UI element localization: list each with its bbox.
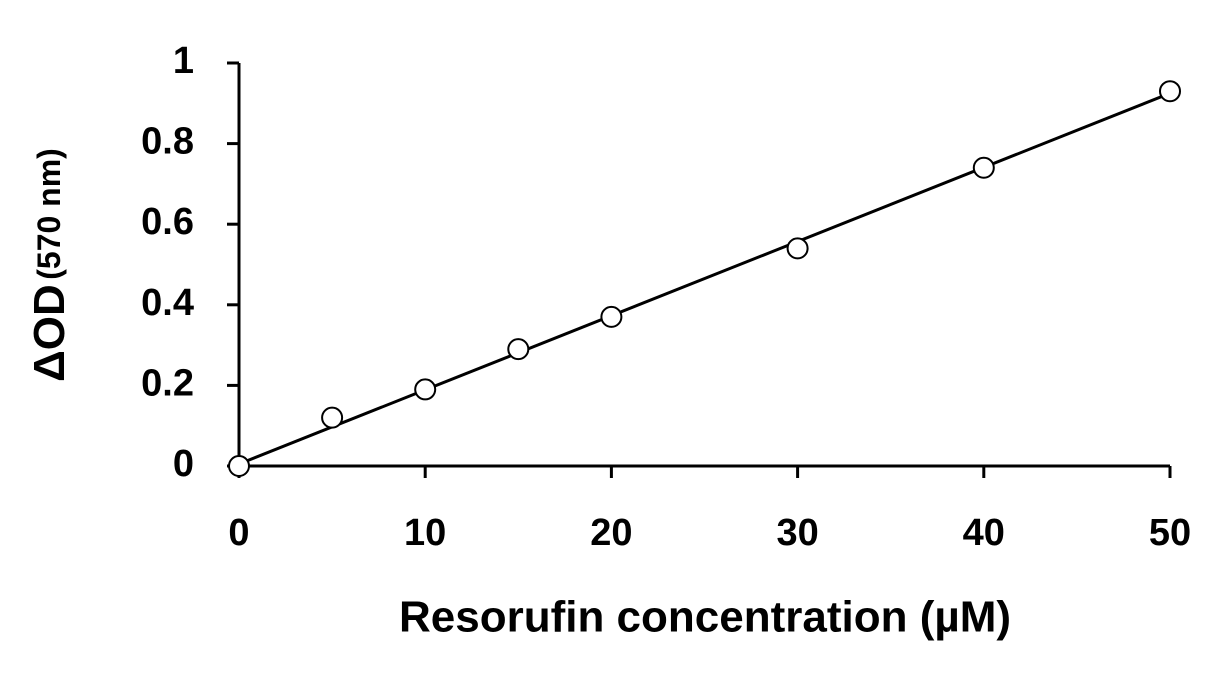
y-axis-title-unit: (570 nm)	[31, 148, 67, 280]
x-tick-label: 40	[963, 512, 1005, 554]
x-tick-label: 10	[404, 512, 446, 554]
y-axis-title: ΔOD (570 nm)	[25, 148, 74, 382]
y-axis-title-main: ΔOD	[25, 284, 74, 382]
x-tick-label: 50	[1149, 512, 1191, 554]
y-tick-label: 0.4	[141, 282, 194, 324]
data-point	[1159, 80, 1181, 103]
data-point	[600, 305, 623, 328]
x-tick-label: 30	[776, 512, 818, 554]
x-tick-label: 0	[228, 512, 249, 554]
trendline	[238, 91, 1171, 466]
data-point	[786, 237, 809, 260]
data-point	[507, 338, 530, 361]
y-tick-label: 0.8	[141, 121, 194, 163]
y-tick-label: 0	[173, 443, 194, 485]
data-point	[321, 406, 344, 429]
y-tick-label: 0.2	[141, 362, 194, 404]
x-tick-label: 20	[590, 512, 632, 554]
y-tick-label: 1	[173, 40, 194, 82]
data-point	[972, 156, 995, 179]
data-point	[414, 378, 437, 401]
y-tick-label: 0.6	[141, 201, 194, 243]
x-axis-title: Resorufin concentration (µM)	[399, 593, 1011, 642]
data-point	[228, 455, 250, 477]
